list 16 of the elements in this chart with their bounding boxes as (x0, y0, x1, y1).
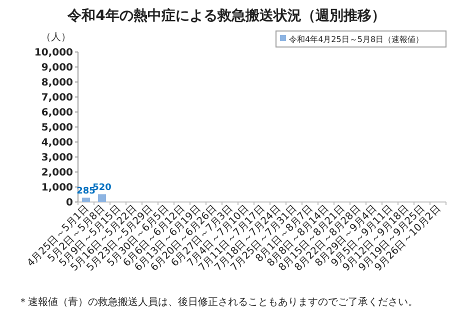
legend-label: 令和4年4月25日～5月8日（速報値） (289, 35, 424, 44)
text: ＊速報値（青）の救急搬送人員は、後日修正されることもありますのでご了承ください。 (18, 296, 418, 308)
y-tick-label: 3,000 (41, 152, 74, 164)
y-tick-label: 1,000 (41, 182, 74, 194)
y-axis-title: （人） (41, 32, 71, 43)
y-tick-label: 10,000 (34, 48, 74, 58)
chart-title: 令和4年の熱中症による救急搬送状況（週別推移） (66, 7, 386, 24)
data-label: 285 (76, 186, 96, 197)
y-tick-label: 2,000 (41, 168, 74, 178)
y-tick-label: 4,000 (41, 138, 74, 148)
y-tick-label: 5,000 (41, 122, 74, 134)
y-tick-label: 8,000 (41, 78, 74, 88)
y-tick-label: 9,000 (41, 62, 74, 74)
y-tick-label: 6,000 (41, 108, 74, 118)
y-tick-label: 7,000 (41, 92, 74, 104)
y-tick-label: 0 (66, 198, 74, 208)
